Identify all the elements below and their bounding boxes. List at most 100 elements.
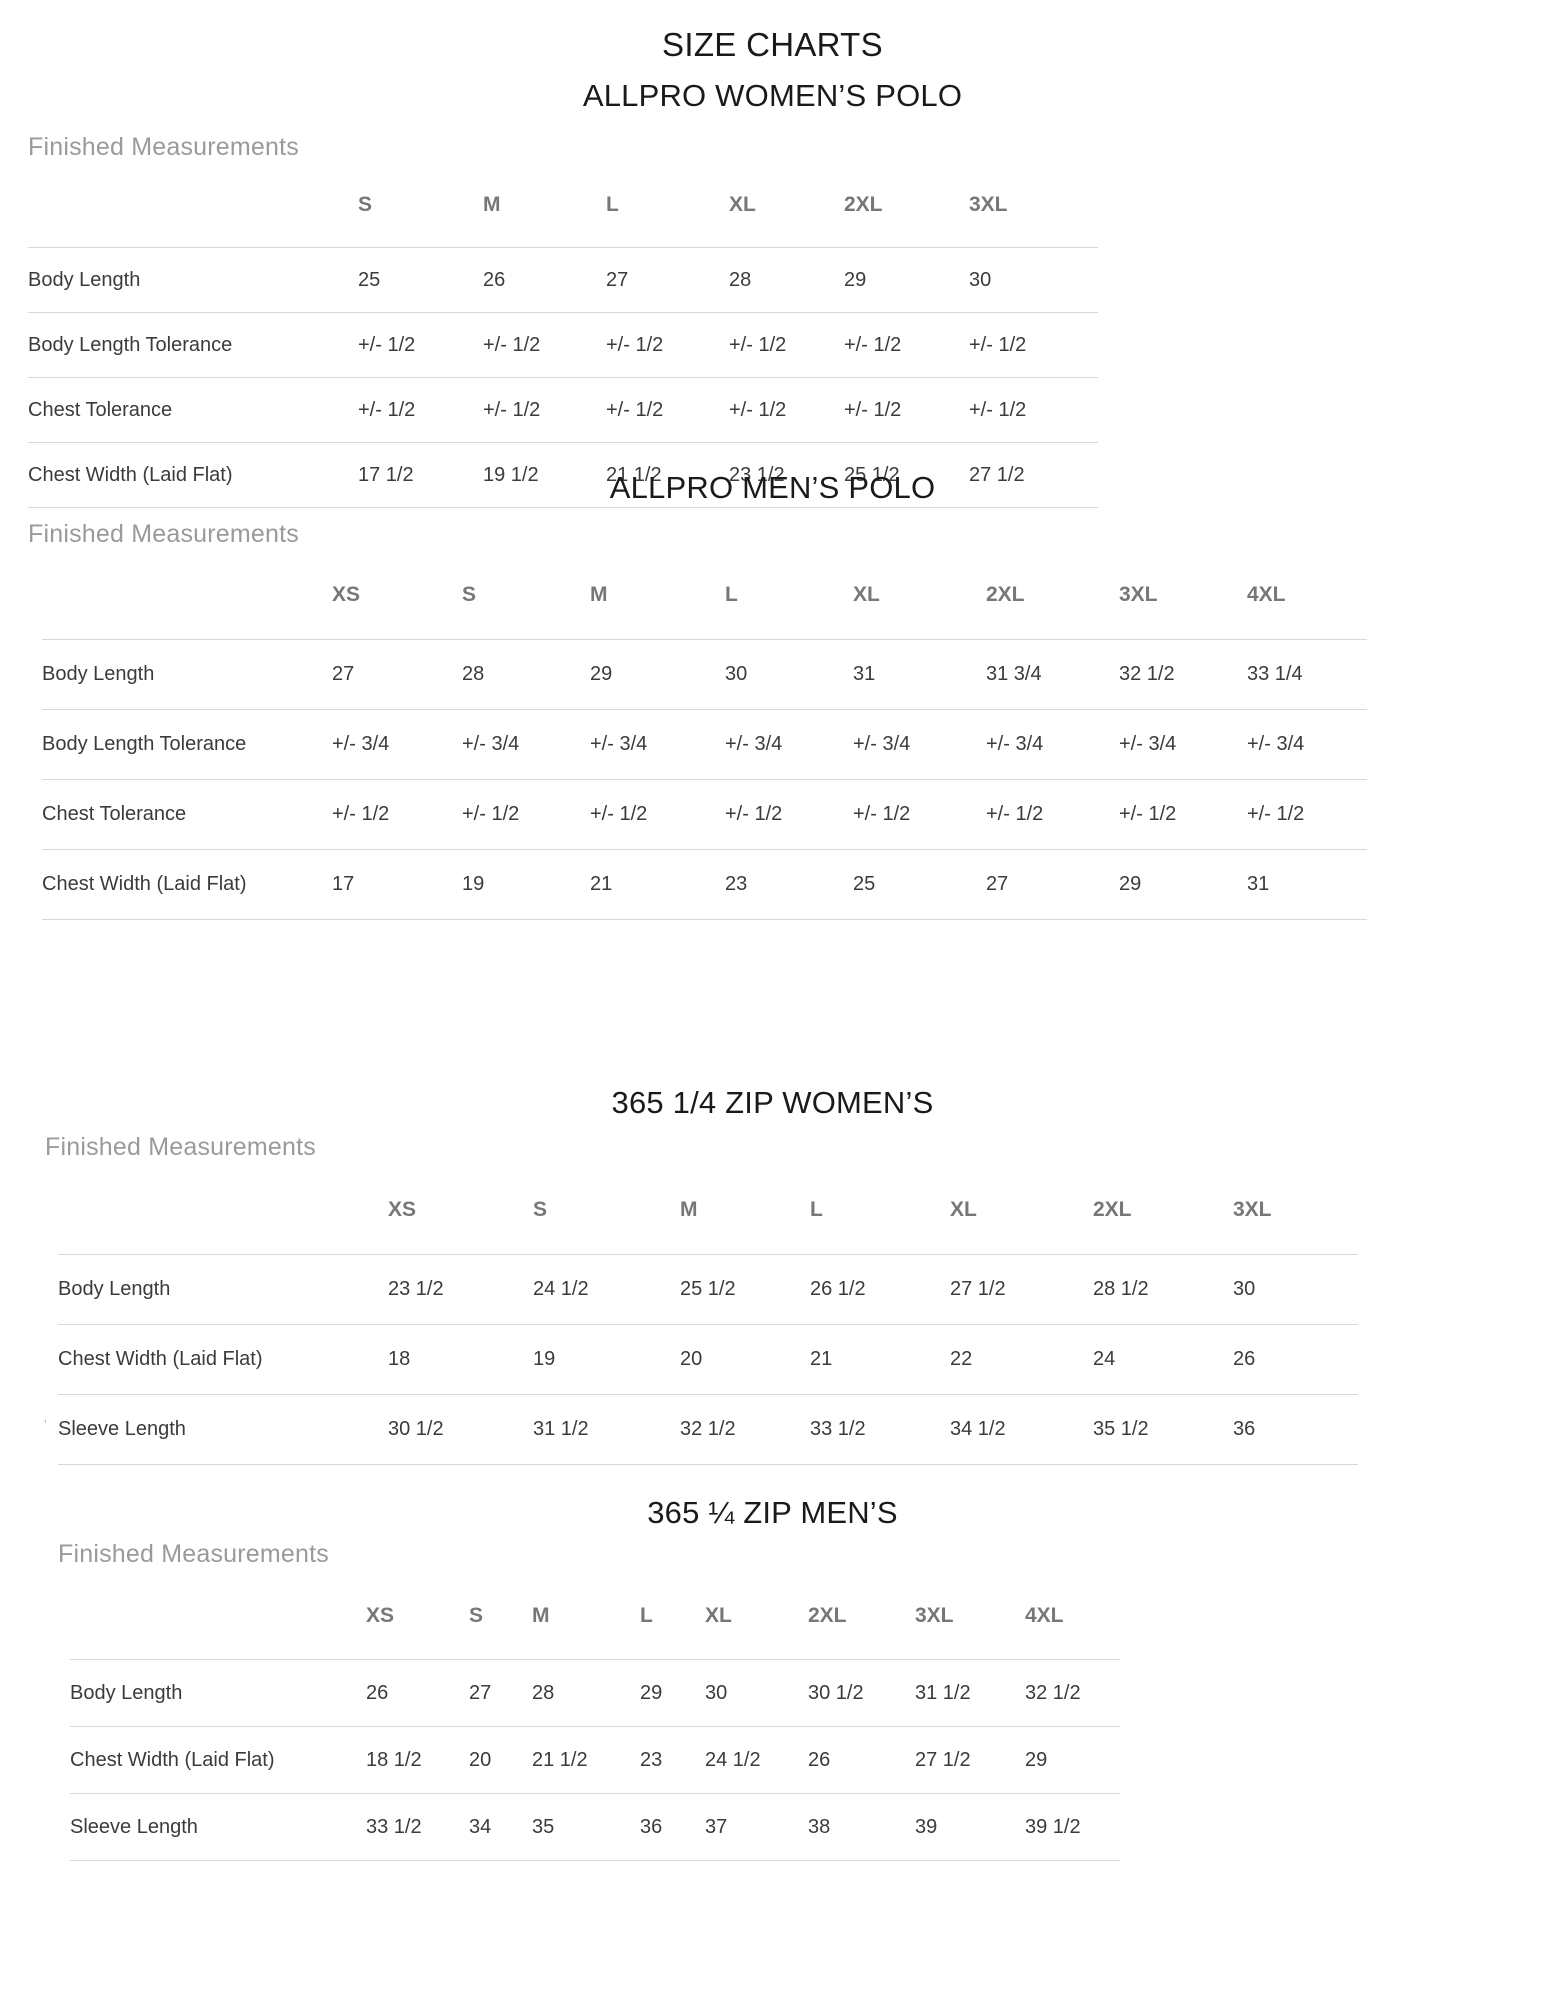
row-label: Chest Width (Laid Flat) [70,1726,366,1794]
section-title: 365 1/4 ZIP WOMEN’S [611,1085,934,1120]
cell-value: +/- 1/2 [332,779,462,850]
table-row: Chest Width (Laid Flat) 18 1/2 20 21 1/2… [70,1726,1120,1794]
cell-value: 33 1/2 [366,1793,469,1861]
cell-value: 39 [915,1793,1025,1861]
finished-measurements-label: Finished Measurements [28,520,299,548]
cell-value: 36 [1233,1394,1358,1465]
row-label: Chest Width (Laid Flat) [42,849,332,920]
table-row: Chest Width (Laid Flat) 17 19 21 23 25 2… [42,849,1367,920]
row-label: Body Length Tolerance [42,709,332,780]
table-row: Body Length 23 1/2 24 1/2 25 1/2 26 1/2 … [58,1254,1358,1325]
column-header-s: S [358,193,373,216]
cell-value: 32 1/2 [680,1394,810,1465]
cell-value: 32 1/2 [1025,1659,1120,1727]
cell-value: +/- 1/2 [969,312,1098,378]
column-header-l: L [725,582,738,606]
column-header-2xl: 2XL [844,193,883,216]
column-header-s: S [533,1197,548,1221]
cell-value: 18 [388,1324,533,1395]
size-table-allpro-womens-polo: S M L XL 2XL 3XL Body Length 25 26 27 28… [28,173,1098,508]
column-header-xl: XL [705,1604,732,1627]
cell-value: 25 [358,247,483,313]
cell-value: +/- 1/2 [358,377,483,443]
page-title: SIZE CHARTS [662,26,883,63]
cell-value: 29 [1025,1726,1120,1794]
cell-value: +/- 1/2 [358,312,483,378]
column-header-s: S [469,1604,484,1627]
cell-value: +/- 1/2 [483,312,606,378]
table-row: Body Length 27 28 29 30 31 31 3/4 32 1/2… [42,639,1367,710]
cell-value: +/- 3/4 [1247,709,1367,780]
column-header-m: M [483,193,501,216]
size-table-365-zip-womens: XS S M L XL 2XL 3XL Body Length 23 1/2 2… [58,1175,1358,1465]
cell-value: +/- 1/2 [729,377,844,443]
row-label: Body Length [58,1254,388,1325]
cell-value: 24 1/2 [533,1254,680,1325]
cell-value: 33 1/2 [810,1394,950,1465]
table-row: Body Length Tolerance +/- 3/4 +/- 3/4 +/… [42,709,1367,780]
cell-value: 28 [462,639,590,710]
size-table-allpro-mens-polo: XS S M L XL 2XL 3XL 4XL Body Length 27 2… [42,560,1367,920]
cell-value: 30 [1233,1254,1358,1325]
cell-value: 32 1/2 [1119,639,1247,710]
cell-value: 19 1/2 [483,442,606,508]
section-365-quarter-zip-mens: 365 ¼ ZIP MEN’S Finished Measurements XS… [0,1495,1545,1861]
cell-value: 19 [533,1324,680,1395]
cell-value: 28 [729,247,844,313]
column-header-s: S [462,582,477,606]
column-header-3xl: 3XL [915,1604,954,1627]
size-table-365-zip-mens: XS S M L XL 2XL 3XL 4XL Body Length 26 2… [70,1583,1120,1861]
table-row: Chest Width (Laid Flat) 18 19 20 21 22 2… [58,1324,1358,1395]
column-header-2xl: 2XL [986,582,1025,606]
cell-value: 35 1/2 [1093,1394,1233,1465]
table-row: Body Length Tolerance +/- 1/2 +/- 1/2 +/… [28,312,1098,378]
cell-value: +/- 1/2 [590,779,725,850]
column-header-3xl: 3XL [1119,582,1158,606]
cell-value: +/- 3/4 [332,709,462,780]
cell-value: 21 [810,1324,950,1395]
table-row: Chest Tolerance +/- 1/2 +/- 1/2 +/- 1/2 … [42,779,1367,850]
finished-measurements-label: Finished Measurements [28,133,299,161]
table-row: Sleeve Length 30 1/2 31 1/2 32 1/2 33 1/… [58,1394,1358,1465]
cell-value: 23 1/2 [388,1254,533,1325]
column-header-l: L [640,1604,653,1627]
section-365-quarter-zip-womens: 365 1/4 ZIP WOMEN’S Finished Measurement… [0,1085,1545,1465]
cell-value: 29 [1119,849,1247,920]
column-header-3xl: 3XL [969,193,1008,216]
column-header-measure [42,560,332,640]
cell-value: +/- 3/4 [725,709,853,780]
cell-value: 25 1/2 [844,442,969,508]
cell-value: 31 1/2 [915,1659,1025,1727]
cell-value: +/- 1/2 [1119,779,1247,850]
row-label: Chest Width (Laid Flat) [58,1324,388,1395]
cell-value: 31 3/4 [986,639,1119,710]
cell-value: +/- 3/4 [462,709,590,780]
cell-value: 27 [606,247,729,313]
cell-value: +/- 1/2 [606,377,729,443]
cell-value: 21 [590,849,725,920]
row-label: Chest Tolerance [28,377,358,443]
cell-value: +/- 1/2 [725,779,853,850]
column-header-l: L [810,1197,823,1221]
table-header-row: XS S M L XL 2XL 3XL [58,1175,1358,1255]
column-header-l: L [606,193,619,216]
finished-measurements-label: Finished Measurements [58,1540,329,1568]
table-row: Chest Width (Laid Flat) 17 1/2 19 1/2 21… [28,442,1098,508]
cell-value: 27 1/2 [969,442,1098,508]
column-header-measure [58,1175,388,1255]
cell-value: 23 1/2 [729,442,844,508]
table-row: Body Length 25 26 27 28 29 30 [28,247,1098,313]
stray-mark: ˈ [43,1418,48,1435]
cell-value: 20 [680,1324,810,1395]
cell-value: 17 1/2 [358,442,483,508]
cell-value: 25 1/2 [680,1254,810,1325]
column-header-4xl: 4XL [1025,1604,1064,1627]
cell-value: 20 [469,1726,532,1794]
cell-value: 38 [808,1793,915,1861]
cell-value: 18 1/2 [366,1726,469,1794]
column-header-m: M [590,582,608,606]
cell-value: 25 [853,849,986,920]
column-header-xs: XS [332,582,361,606]
cell-value: 34 [469,1793,532,1861]
cell-value: +/- 1/2 [844,377,969,443]
